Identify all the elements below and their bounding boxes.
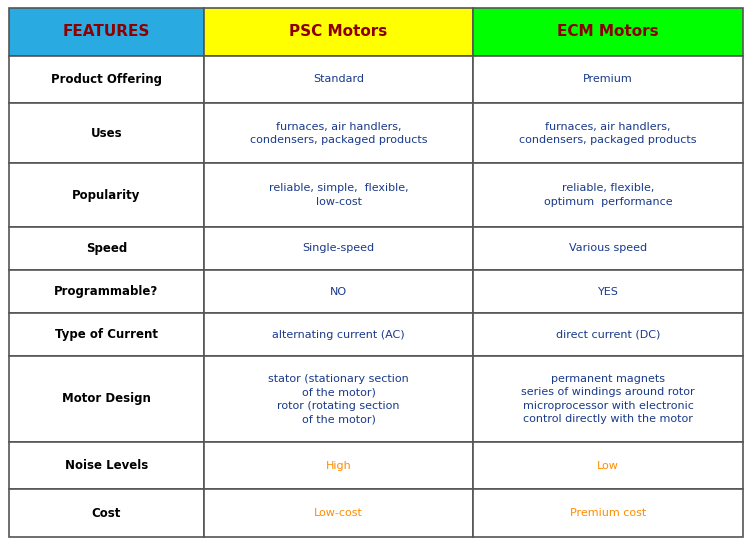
Text: Uses: Uses [90, 127, 122, 140]
Text: reliable, simple,  flexible,
low-cost: reliable, simple, flexible, low-cost [268, 183, 408, 207]
Text: furnaces, air handlers,
condensers, packaged products: furnaces, air handlers, condensers, pack… [250, 122, 427, 145]
Text: PSC Motors: PSC Motors [290, 25, 387, 39]
FancyBboxPatch shape [473, 270, 743, 313]
FancyBboxPatch shape [9, 103, 204, 164]
FancyBboxPatch shape [204, 103, 473, 164]
Text: reliable, flexible,
optimum  performance: reliable, flexible, optimum performance [544, 183, 672, 207]
Text: Type of Current: Type of Current [55, 328, 158, 341]
FancyBboxPatch shape [204, 8, 473, 56]
FancyBboxPatch shape [9, 313, 204, 356]
Text: NO: NO [330, 287, 347, 296]
FancyBboxPatch shape [473, 227, 743, 270]
FancyBboxPatch shape [204, 356, 473, 442]
FancyBboxPatch shape [204, 313, 473, 356]
Text: Standard: Standard [313, 75, 364, 84]
Text: Low-cost: Low-cost [314, 508, 363, 518]
Text: alternating current (AC): alternating current (AC) [272, 330, 405, 340]
Text: Programmable?: Programmable? [54, 285, 159, 298]
Text: Motor Design: Motor Design [62, 392, 151, 405]
Text: Product Offering: Product Offering [51, 73, 162, 86]
FancyBboxPatch shape [473, 313, 743, 356]
Text: Premium: Premium [584, 75, 633, 84]
Text: permanent magnets
series of windings around rotor
microprocessor with electronic: permanent magnets series of windings aro… [521, 373, 695, 425]
Text: ECM Motors: ECM Motors [557, 25, 659, 39]
Text: furnaces, air handlers,
condensers, packaged products: furnaces, air handlers, condensers, pack… [520, 122, 697, 145]
Text: FEATURES: FEATURES [62, 25, 150, 39]
Text: Noise Levels: Noise Levels [65, 459, 148, 472]
FancyBboxPatch shape [204, 227, 473, 270]
FancyBboxPatch shape [9, 270, 204, 313]
Text: High: High [326, 461, 351, 470]
FancyBboxPatch shape [473, 56, 743, 103]
Text: Cost: Cost [92, 506, 121, 519]
FancyBboxPatch shape [473, 8, 743, 56]
Text: Speed: Speed [86, 242, 127, 255]
FancyBboxPatch shape [473, 164, 743, 227]
FancyBboxPatch shape [204, 442, 473, 489]
Text: direct current (DC): direct current (DC) [556, 330, 660, 340]
FancyBboxPatch shape [473, 489, 743, 537]
FancyBboxPatch shape [9, 442, 204, 489]
FancyBboxPatch shape [9, 227, 204, 270]
Text: Various speed: Various speed [569, 244, 647, 253]
FancyBboxPatch shape [204, 270, 473, 313]
Text: Low: Low [597, 461, 619, 470]
FancyBboxPatch shape [9, 56, 204, 103]
FancyBboxPatch shape [473, 442, 743, 489]
FancyBboxPatch shape [204, 489, 473, 537]
Text: Popularity: Popularity [72, 189, 141, 202]
FancyBboxPatch shape [9, 8, 204, 56]
FancyBboxPatch shape [204, 164, 473, 227]
Text: stator (stationary section
of the motor)
rotor (rotating section
of the motor): stator (stationary section of the motor)… [268, 373, 409, 425]
FancyBboxPatch shape [9, 164, 204, 227]
FancyBboxPatch shape [9, 356, 204, 442]
FancyBboxPatch shape [9, 489, 204, 537]
Text: YES: YES [598, 287, 619, 296]
Text: Premium cost: Premium cost [570, 508, 646, 518]
Text: Single-speed: Single-speed [302, 244, 374, 253]
FancyBboxPatch shape [204, 56, 473, 103]
FancyBboxPatch shape [473, 103, 743, 164]
FancyBboxPatch shape [473, 356, 743, 442]
